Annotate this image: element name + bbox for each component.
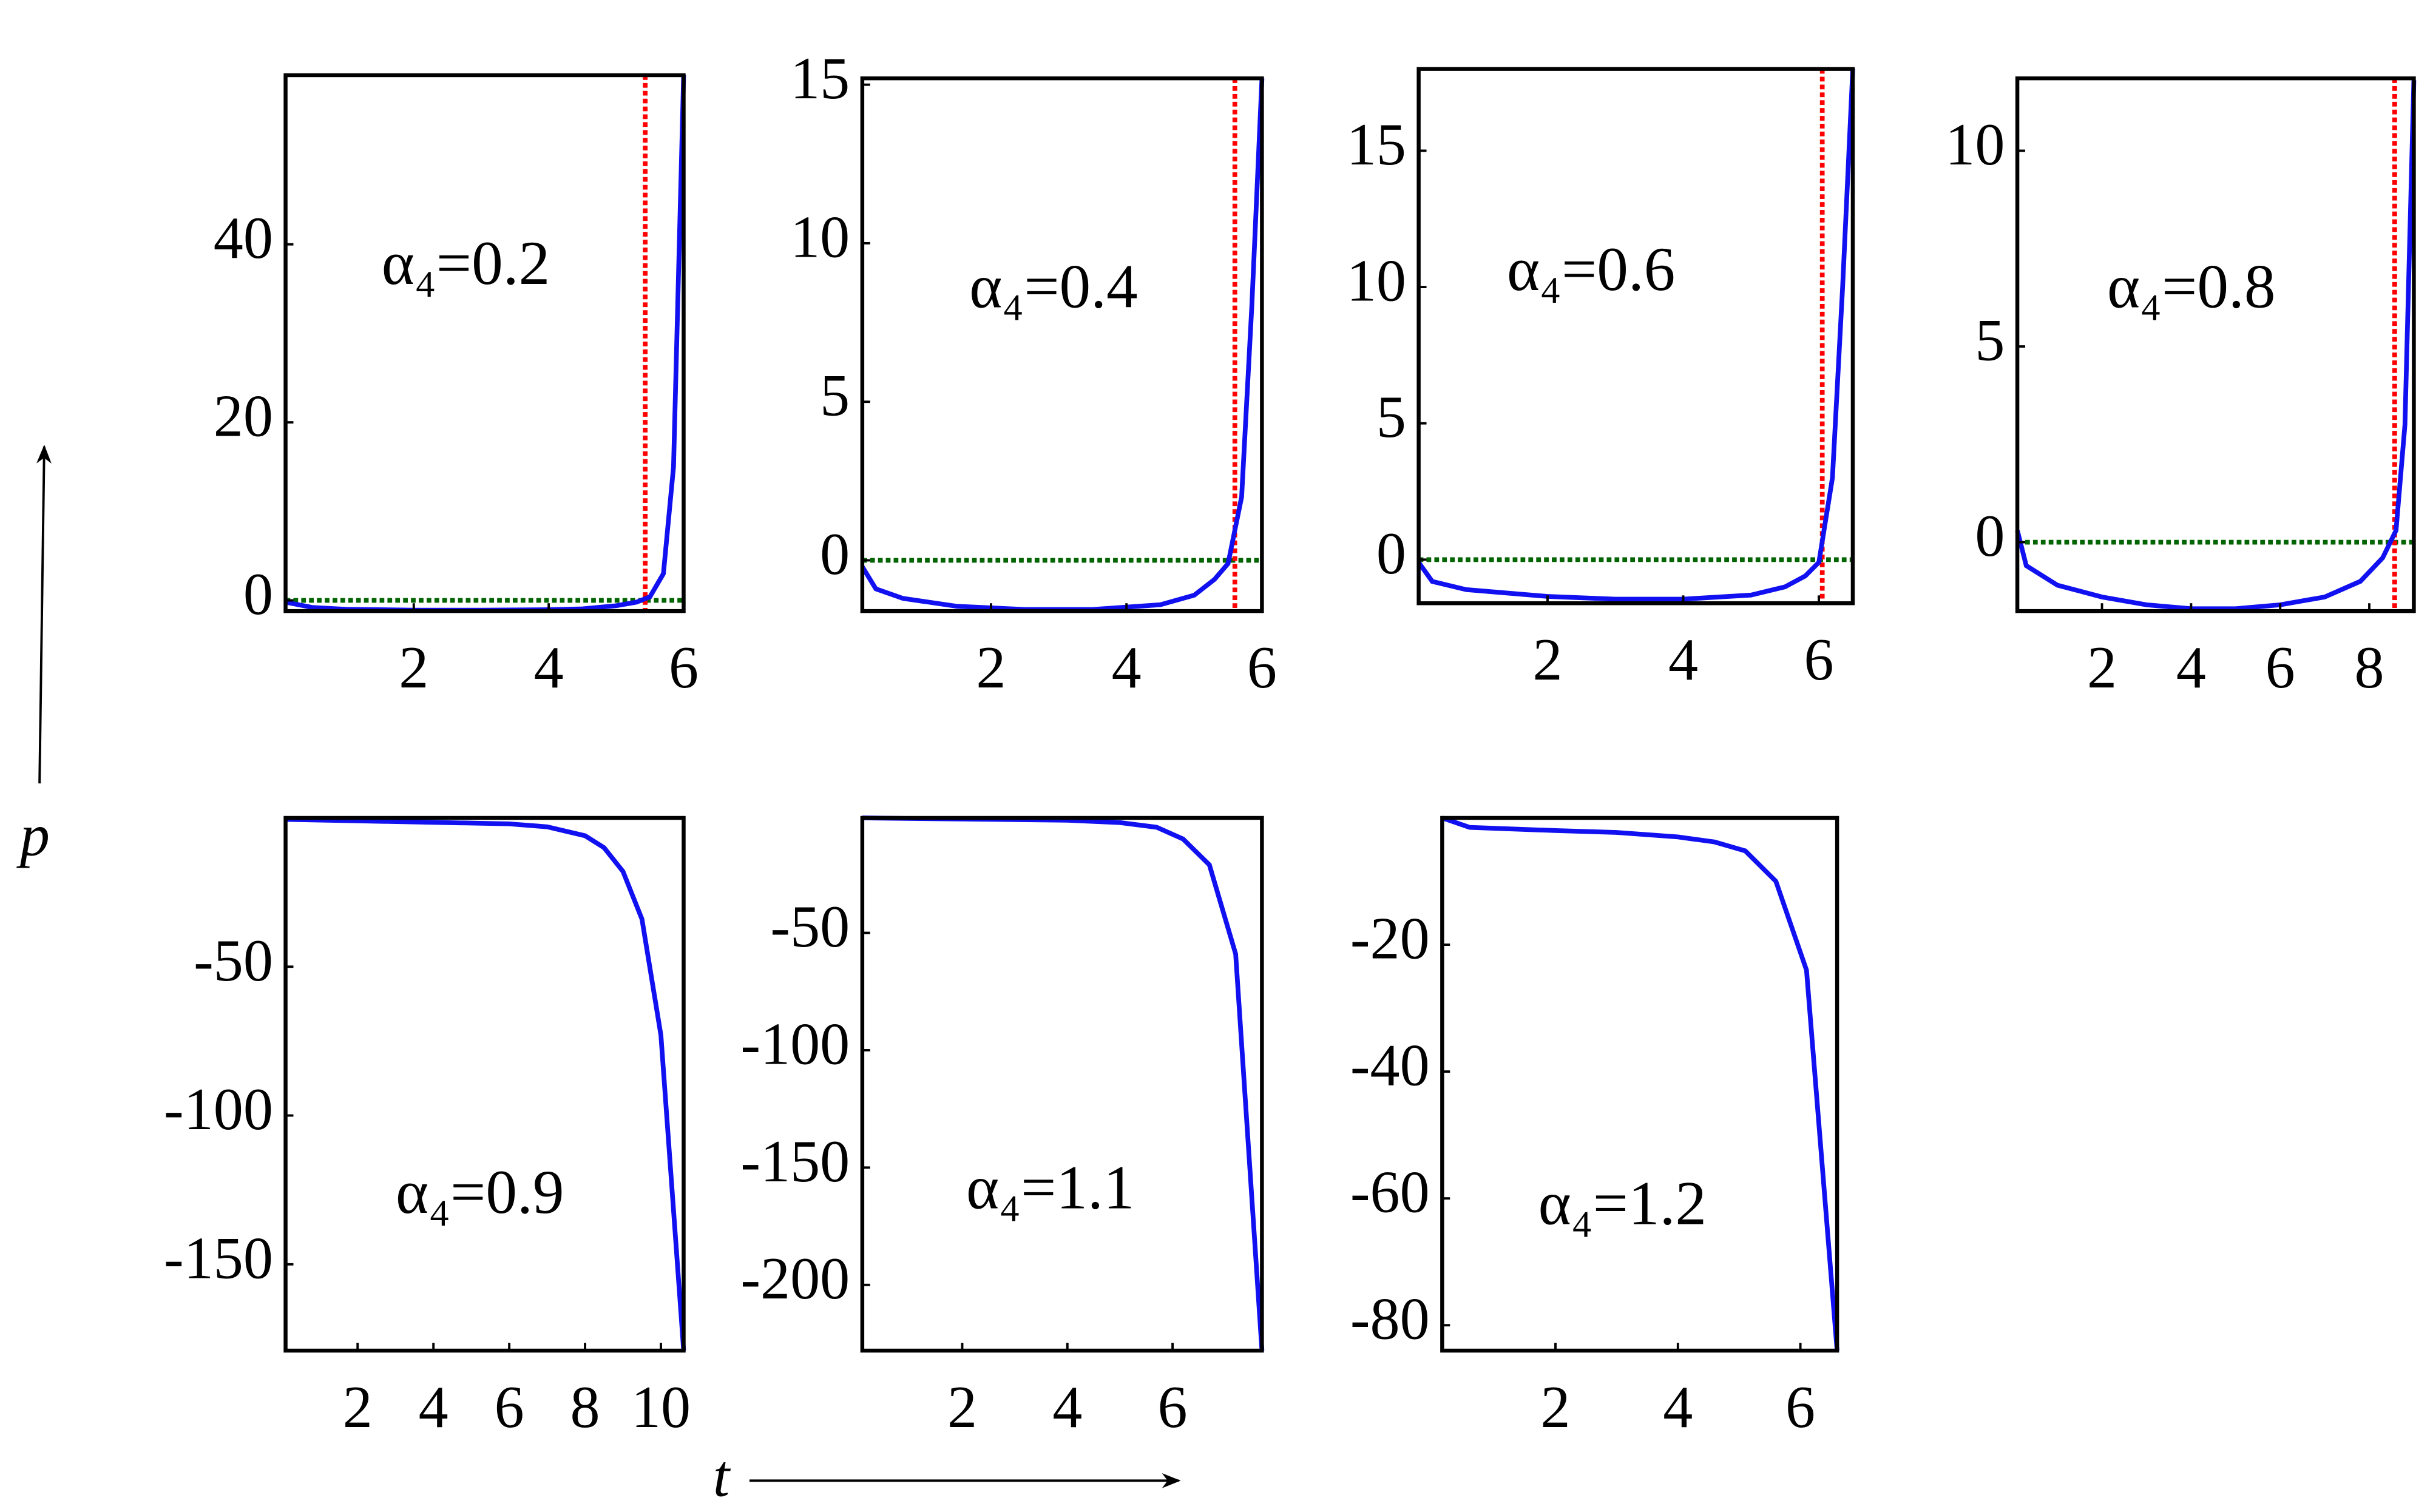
annotation: α₄=0.2 [382, 229, 550, 298]
curve [860, 78, 1265, 612]
x-axis-label: t [713, 1443, 731, 1509]
axes-box [1440, 815, 1839, 1353]
y-tick-label: -60 [1350, 1160, 1430, 1226]
x-tick-label: 6 [2265, 635, 2295, 701]
x-tick-label: 6 [1804, 627, 1834, 693]
annotation: α₄=0.8 [2107, 252, 2275, 322]
y-tick-label: 5 [1975, 308, 2005, 374]
y-tick-label: 5 [1376, 385, 1406, 450]
x-tick-label: 2 [1540, 1375, 1570, 1440]
y-tick-label: -40 [1350, 1033, 1430, 1099]
y-tick-label: 5 [820, 363, 850, 429]
annotation: α₄=0.9 [396, 1158, 564, 1227]
y-tick-label: 10 [790, 204, 850, 270]
y-tick-label: 20 [214, 384, 273, 450]
y-tick-label: 0 [243, 562, 273, 627]
y-tick-label: 0 [820, 522, 850, 587]
curve [2015, 80, 2417, 612]
annotation: α₄=0.6 [1507, 235, 1675, 304]
y-tick-label: -150 [740, 1129, 850, 1195]
y-tick-label: 10 [1347, 249, 1406, 314]
x-tick-label: 2 [399, 635, 428, 701]
axes-box [1416, 67, 1855, 606]
axes-box [283, 815, 686, 1353]
y-tick-label: -20 [1350, 906, 1430, 972]
y-axis-label: p [16, 803, 50, 868]
x-tick-label: 2 [947, 1375, 977, 1440]
x-tick-label: 6 [495, 1375, 524, 1440]
y-tick-label: -80 [1350, 1287, 1430, 1352]
x-tick-label: 4 [1112, 635, 1142, 701]
x-tick-label: 8 [2355, 635, 2384, 701]
x-tick-label: 2 [343, 1375, 373, 1440]
annotation: α₄=1.2 [1538, 1169, 1707, 1238]
x-tick-label: 6 [1247, 635, 1277, 701]
curve [285, 817, 686, 1351]
y-tick-label: 15 [790, 46, 850, 112]
x-tick-label: 2 [1532, 627, 1562, 693]
y-tick-label: -50 [194, 928, 273, 994]
x-tick-label: 10 [631, 1375, 691, 1440]
axes-box [860, 815, 1264, 1353]
x-tick-label: 4 [1663, 1375, 1693, 1440]
x-tick-label: 4 [1668, 627, 1698, 693]
y-tick-label: 0 [1975, 504, 2005, 569]
y-tick-label: -100 [740, 1011, 850, 1077]
x-tick-label: 4 [419, 1375, 448, 1440]
x-tick-label: 8 [570, 1375, 600, 1440]
y-tick-label: 10 [1945, 112, 2005, 178]
y-tick-label: -150 [164, 1226, 273, 1291]
annotation: α₄=0.4 [969, 252, 1137, 322]
y-tick-label: 15 [1347, 112, 1406, 178]
annotation: α₄=1.1 [966, 1153, 1134, 1222]
curve [1416, 69, 1855, 602]
y-arrow [36, 444, 52, 784]
y-tick-label: -200 [740, 1246, 850, 1312]
curve [1441, 815, 1839, 1351]
x-tick-label: 6 [669, 635, 699, 701]
axes-box [860, 76, 1264, 613]
y-tick-label: 40 [214, 206, 273, 271]
axes-box [2015, 76, 2416, 613]
curve [862, 815, 1265, 1351]
x-tick-label: 6 [1785, 1375, 1815, 1440]
x-tick-label: 2 [976, 635, 1006, 701]
x-tick-label: 4 [534, 635, 564, 701]
x-tick-label: 4 [2176, 635, 2206, 701]
y-tick-label: -50 [770, 894, 850, 960]
curve [285, 75, 686, 613]
y-tick-label: -100 [164, 1077, 273, 1142]
x-tick-label: 6 [1158, 1375, 1188, 1440]
x-tick-label: 4 [1052, 1375, 1082, 1440]
axes-box [283, 73, 686, 613]
y-tick-label: 0 [1376, 521, 1406, 587]
x-tick-label: 2 [2087, 635, 2117, 701]
